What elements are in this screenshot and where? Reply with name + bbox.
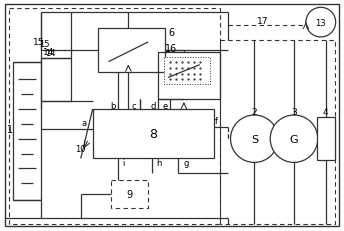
Text: h: h: [156, 158, 161, 167]
Bar: [93, 109, 214, 159]
Bar: [164, 58, 210, 85]
Text: 8: 8: [149, 128, 157, 141]
Text: a: a: [82, 119, 87, 128]
Text: 17: 17: [257, 17, 269, 26]
Text: S: S: [251, 134, 258, 144]
Text: i: i: [122, 158, 125, 167]
Bar: [9, 9, 219, 224]
Bar: [98, 29, 165, 72]
Bar: [317, 118, 335, 161]
Bar: [13, 62, 41, 200]
Text: 1: 1: [7, 124, 13, 134]
Text: b: b: [110, 101, 115, 110]
Text: 14: 14: [45, 49, 55, 58]
Circle shape: [270, 116, 318, 163]
Text: d: d: [150, 101, 156, 110]
Text: 9: 9: [126, 189, 132, 199]
Text: 15: 15: [39, 40, 50, 49]
Text: 15: 15: [33, 38, 45, 47]
Text: g: g: [184, 158, 189, 167]
Text: e: e: [162, 101, 168, 110]
Text: 4: 4: [323, 107, 329, 116]
Circle shape: [306, 8, 336, 38]
Text: c: c: [132, 101, 137, 110]
Text: 10: 10: [75, 144, 85, 153]
Bar: [219, 41, 335, 224]
Text: 6: 6: [168, 28, 174, 38]
Text: 14: 14: [43, 48, 54, 57]
Bar: [41, 58, 71, 102]
Text: 13: 13: [315, 18, 326, 27]
Text: 3: 3: [291, 107, 297, 116]
Text: f: f: [215, 117, 218, 126]
Circle shape: [230, 116, 278, 163]
Bar: [110, 180, 148, 208]
Text: 2: 2: [251, 107, 257, 116]
Text: G: G: [290, 134, 298, 144]
Text: 16: 16: [165, 44, 177, 54]
Bar: [158, 52, 219, 100]
